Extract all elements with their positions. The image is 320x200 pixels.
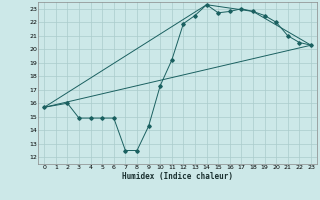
X-axis label: Humidex (Indice chaleur): Humidex (Indice chaleur)	[122, 172, 233, 181]
